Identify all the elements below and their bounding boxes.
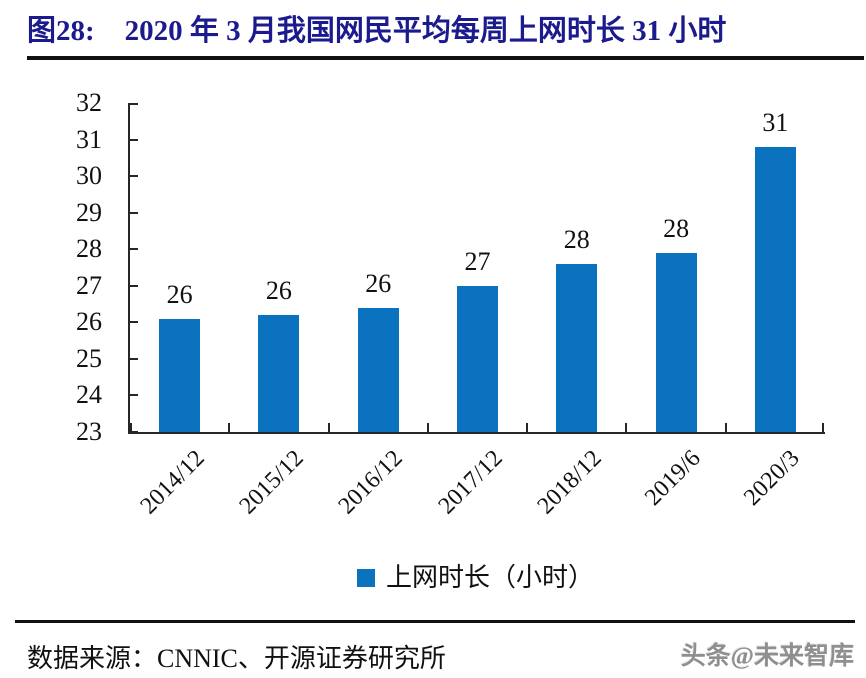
x-tick-label: 2015/12 — [234, 445, 309, 520]
y-tick-mark — [130, 211, 138, 214]
y-tick-mark — [130, 321, 138, 324]
y-tick-mark — [130, 394, 138, 397]
y-axis-labels: 23 24 25 26 27 28 29 30 31 32 — [36, 90, 102, 445]
x-tick-label: 2016/12 — [333, 445, 408, 520]
figure-title: 图28: 2020 年 3 月我国网民平均每周上网时长 31 小时 — [27, 10, 856, 52]
bar-value-label: 31 — [762, 107, 789, 137]
x-tick-mark — [327, 423, 330, 432]
bar-2017/12 — [457, 285, 498, 432]
x-tick-label: 2018/12 — [532, 445, 607, 520]
figure-title-text: 2020 年 3 月我国网民平均每周上网时长 31 小时 — [124, 15, 727, 47]
y-tick-label: 30 — [76, 161, 102, 191]
legend-series-label: 上网时长（小时） — [385, 563, 594, 592]
y-tick-label: 26 — [76, 307, 102, 337]
y-tick-label: 32 — [76, 88, 102, 117]
bar-2015/12 — [258, 315, 300, 432]
y-tick-label: 31 — [76, 124, 102, 154]
y-tick-mark — [130, 175, 138, 178]
plot-area: 26 26 26 27 28 28 31 — [128, 103, 825, 434]
bar-2019/6 — [655, 252, 697, 432]
bar-value-label: 26 — [166, 279, 193, 309]
x-tick-mark — [228, 423, 231, 432]
y-tick-mark — [130, 357, 138, 360]
y-tick-label: 23 — [76, 417, 102, 446]
y-tick-label: 25 — [76, 343, 102, 373]
x-axis-labels: 2014/12 2015/12 2016/12 2017/12 2018/12 2019/… — [128, 436, 823, 541]
x-tick-mark — [625, 423, 628, 432]
y-tick-mark — [130, 103, 138, 105]
watermark-text: 头条@未来智库 — [680, 643, 854, 670]
y-tick-mark — [130, 284, 138, 287]
legend-color-swatch — [356, 569, 375, 587]
bar-value-label: 26 — [365, 268, 392, 298]
bar-value-label: 26 — [265, 276, 292, 306]
header-divider — [27, 56, 864, 60]
x-tick-label: 2017/12 — [433, 445, 508, 520]
bar-value-label: 27 — [464, 246, 491, 276]
footer-divider — [15, 620, 855, 623]
bar-value-label: 28 — [563, 224, 590, 254]
y-tick-label: 27 — [76, 270, 102, 300]
y-tick-mark — [130, 248, 138, 251]
figure-number-label: 图28: — [27, 15, 95, 47]
x-tick-mark — [526, 423, 529, 432]
x-tick-mark — [822, 423, 824, 432]
chart-legend: 上网时长（小时） — [128, 556, 823, 600]
bar-2018/12 — [556, 263, 598, 432]
bar-2014/12 — [159, 318, 201, 432]
data-source-text: 数据来源：CNNIC、开源证券研究所 — [27, 644, 446, 673]
x-tick-label: 2014/12 — [135, 445, 210, 520]
bar-value-label: 28 — [663, 213, 690, 243]
x-tick-mark — [724, 423, 727, 432]
x-tick-mark — [426, 423, 429, 432]
y-tick-label: 28 — [76, 234, 102, 264]
y-tick-mark — [130, 431, 138, 433]
y-tick-mark — [130, 138, 138, 141]
y-tick-label: 29 — [76, 197, 102, 227]
y-tick-label: 24 — [76, 380, 102, 410]
bar-2020/3 — [754, 146, 796, 432]
x-tick-mark — [130, 423, 132, 432]
x-tick-label: 2020/3 — [739, 445, 806, 511]
x-tick-label: 2019/6 — [640, 445, 706, 511]
bar-2016/12 — [357, 307, 399, 432]
